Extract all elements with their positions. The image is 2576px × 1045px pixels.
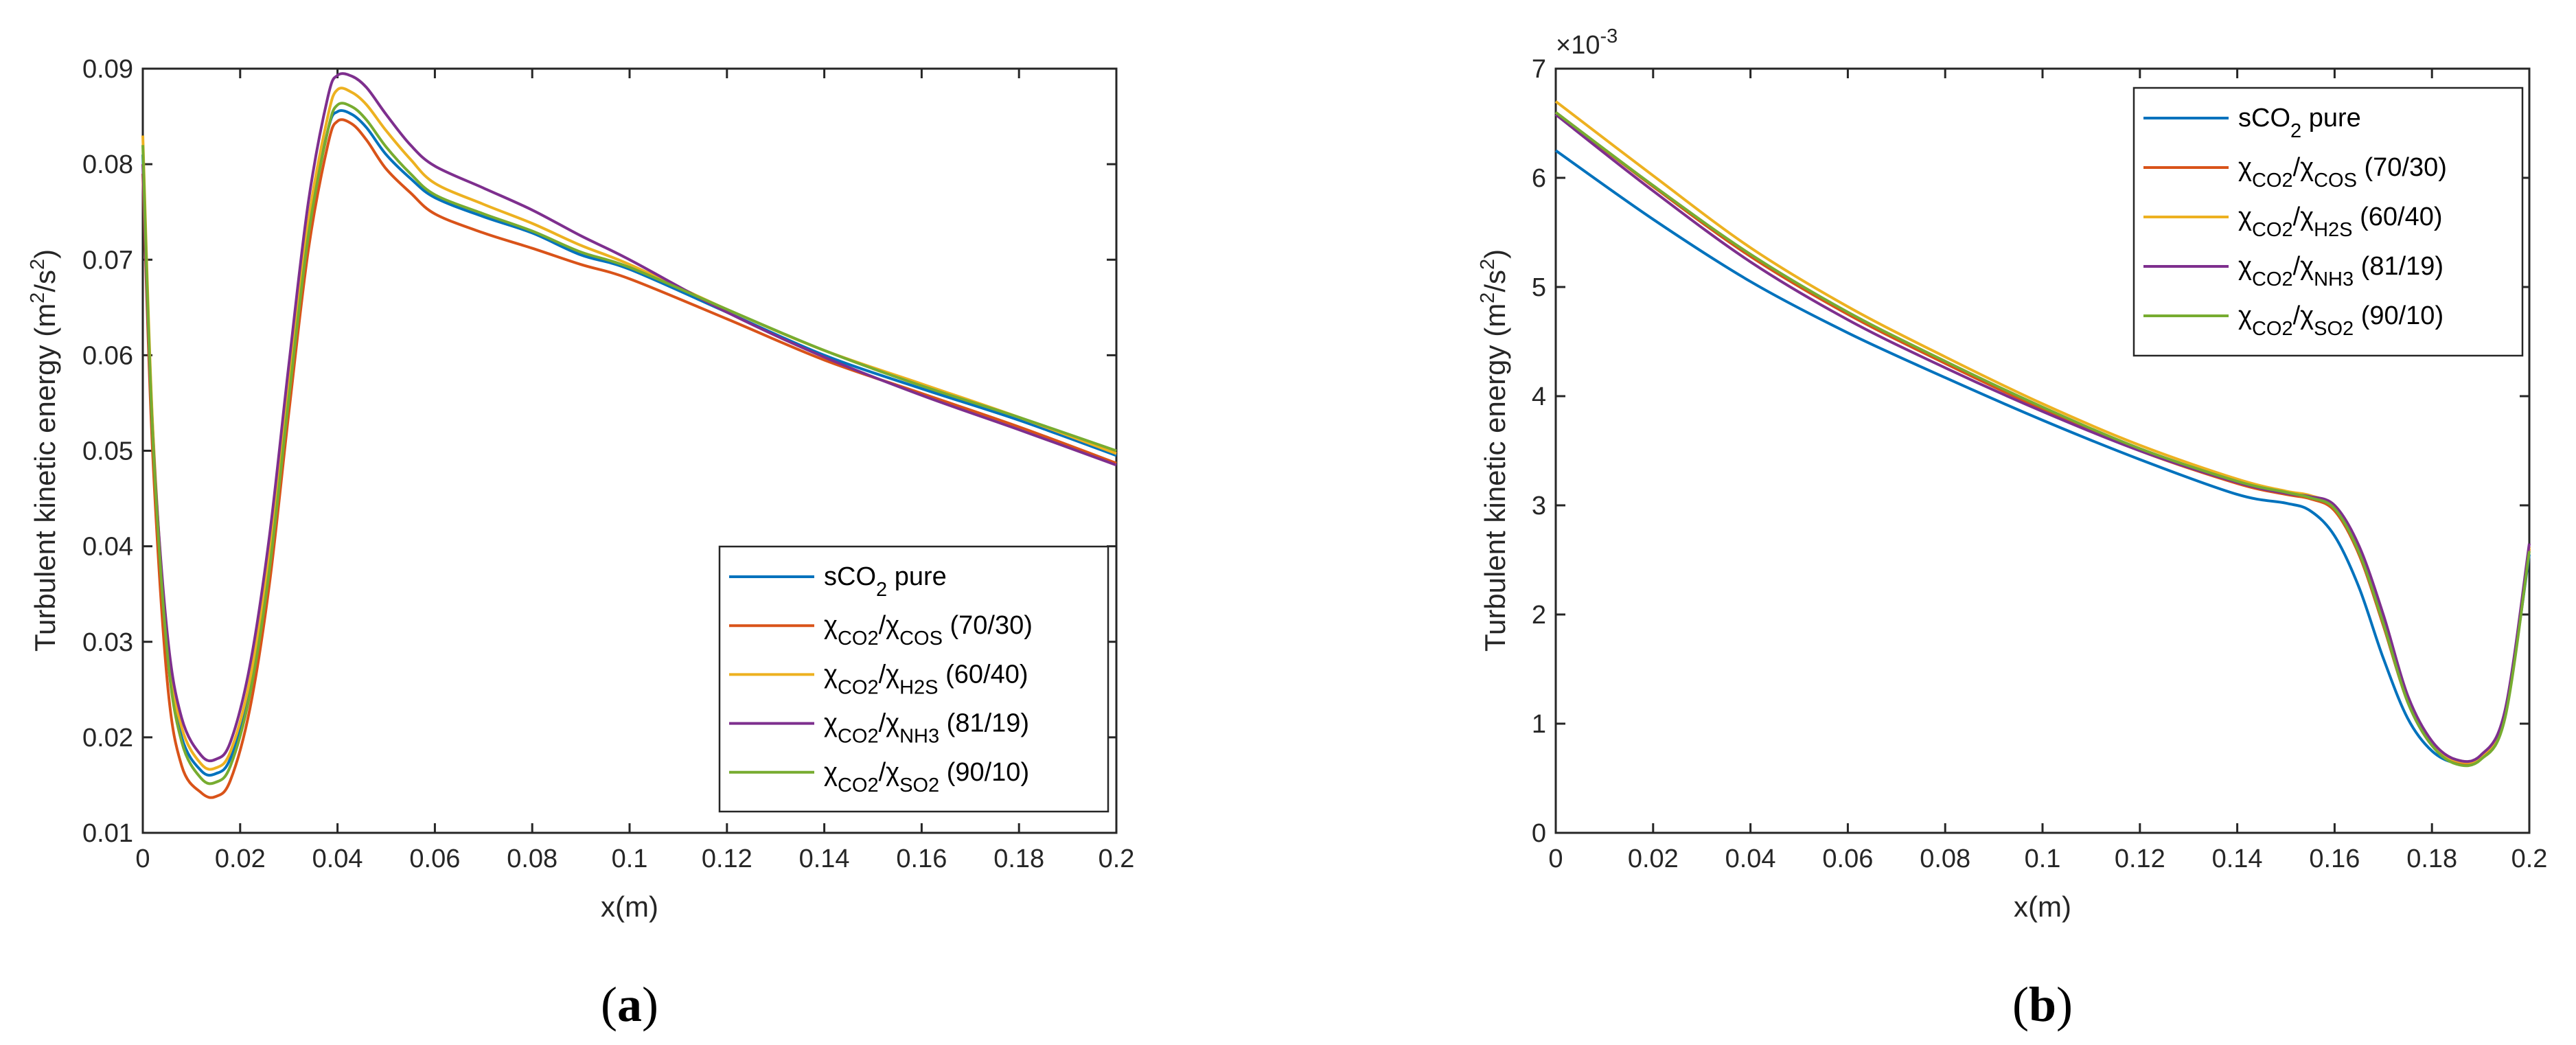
y-tick-label: 0.04	[82, 533, 133, 562]
panel-label-b: (b)	[2012, 977, 2073, 1032]
x-tick-label: 0.2	[1099, 845, 1135, 873]
y-tick-label: 0	[1532, 819, 1546, 848]
y-tick-label: 0.08	[82, 150, 133, 179]
x-tick-label: 0.06	[1822, 845, 1873, 873]
chart-panel-a: 0.010.020.030.040.050.060.070.080.09 0 0.…	[27, 55, 1134, 1032]
x-tick-label: 0.16	[896, 845, 947, 873]
legend-a: sCO2 pure χCO2/χCOS (70/30) χCO2/χH2S (60/…	[718, 545, 1109, 813]
series-line-4	[141, 72, 1117, 763]
legend-entry-5: χCO2/χSO2 (90/10)	[2238, 301, 2443, 340]
y-axis-label-b: Turbulent kinetic energy (m2/s2)	[1477, 249, 1511, 652]
y-tick-labels-a: 0.01 0.02 0.03 0.04 0.05 0.06 0.07 0.08 0.09	[82, 55, 133, 848]
x-tick-label: 0.08	[1920, 845, 1970, 873]
axis-ticks-b	[1554, 67, 2531, 834]
x-tick-label: 0.04	[312, 845, 363, 873]
legend-entry-5: χCO2/χSO2 (90/10)	[824, 758, 1029, 796]
legend-entry-1: sCO2 pure	[2238, 104, 2361, 142]
y-tick-label: 1	[1532, 710, 1546, 739]
x-tick-labels-b: 0 0.02 0.04 0.06 0.08 0.1 0.12 0.14 0.16 0.18 0.2	[1548, 845, 2547, 873]
x-tick-labels-a: 0 0.02 0.04 0.06 0.08 0.1 0.12 0.14 0.16 0.18 0.2	[135, 845, 1134, 873]
legend-entry-4: χCO2/χNH3 (81/19)	[2238, 252, 2443, 290]
y-tick-label: 6	[1532, 164, 1546, 193]
legend-entry-2: χCO2/χCOS (70/30)	[2238, 153, 2447, 192]
x-tick-label: 0	[1548, 845, 1563, 873]
y-axis-exponent-b: ×10-3	[1556, 25, 1618, 60]
legend-entry-3: χCO2/χH2S (60/40)	[824, 660, 1028, 698]
x-axis-label-b: x(m)	[2014, 891, 2071, 923]
legend-b: sCO2 pure χCO2/χCOS (70/30) χCO2/χH2S (60/…	[2132, 87, 2524, 357]
x-tick-label: 0.12	[2115, 845, 2165, 873]
x-tick-label: 0.18	[2406, 845, 2457, 873]
y-tick-label: 0.09	[82, 55, 133, 84]
legend-box-b	[2132, 87, 2524, 357]
y-tick-label: 5	[1532, 273, 1546, 302]
y-tick-label: 3	[1532, 492, 1546, 520]
x-tick-label: 0.08	[507, 845, 557, 873]
series-line-5	[1554, 111, 2531, 768]
x-tick-label: 0.16	[2309, 845, 2360, 873]
x-axis-label-a: x(m)	[601, 891, 658, 923]
y-tick-label: 0.05	[82, 437, 133, 466]
series-line-5	[141, 102, 1117, 785]
x-tick-label: 0	[135, 845, 150, 873]
legend-entry-4: χCO2/χNH3 (81/19)	[824, 709, 1029, 748]
x-tick-label: 0.06	[409, 845, 460, 873]
y-axis-label-a: Turbulent kinetic energy (m2/s2)	[27, 249, 61, 652]
chart-panel-b: 0 1 2 3 4 5 6 7 0 0.02 0.04 0.06 0.08 0.1 0.12 0.14 0.1…	[1477, 25, 2547, 1032]
legend-entry-1: sCO2 pure	[824, 562, 947, 601]
x-tick-label: 0.02	[215, 845, 266, 873]
series-group-a	[141, 72, 1117, 799]
legend-entry-2: χCO2/χCOS (70/30)	[824, 611, 1033, 650]
x-tick-label: 0.1	[612, 845, 648, 873]
x-tick-label: 0.04	[1725, 845, 1776, 873]
x-tick-label: 0.2	[2511, 845, 2548, 873]
x-tick-label: 0.1	[2025, 845, 2061, 873]
legend-box-a	[718, 545, 1109, 813]
x-tick-label: 0.14	[799, 845, 850, 873]
y-tick-label: 0.06	[82, 341, 133, 370]
x-tick-label: 0.12	[702, 845, 752, 873]
x-tick-label: 0.18	[993, 845, 1044, 873]
y-tick-labels-b: 0 1 2 3 4 5 6 7	[1532, 55, 1546, 848]
y-tick-label: 0.02	[82, 724, 133, 753]
series-line-2	[141, 118, 1117, 799]
y-tick-label: 0.01	[82, 819, 133, 848]
legend-entry-3: χCO2/χH2S (60/40)	[2238, 203, 2443, 241]
y-tick-label: 4	[1532, 382, 1546, 411]
y-tick-label: 7	[1532, 55, 1546, 84]
series-group-b	[1554, 100, 2531, 768]
x-tick-label: 0.14	[2212, 845, 2263, 873]
y-tick-label: 2	[1532, 601, 1546, 630]
y-tick-label: 0.07	[82, 246, 133, 275]
y-tick-label: 0.03	[82, 628, 133, 657]
x-tick-label: 0.02	[1628, 845, 1679, 873]
panel-label-a: (a)	[601, 977, 658, 1032]
